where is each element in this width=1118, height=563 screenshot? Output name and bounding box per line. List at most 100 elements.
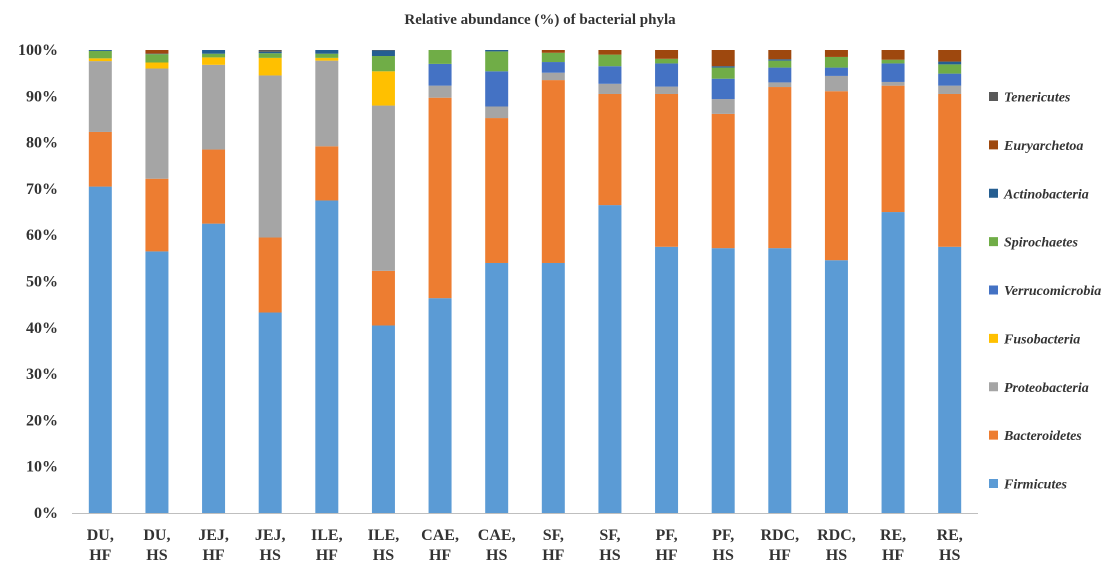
legend-label: Firmicutes: [1003, 478, 1068, 493]
bar-segment-spirochaetes: [258, 53, 282, 58]
bar-segment-bacteroidetes: [881, 85, 905, 213]
bar-segment-firmicutes: [145, 251, 169, 513]
bar-segment-firmicutes: [655, 246, 679, 513]
bar-segment-proteobacteria: [541, 72, 565, 81]
bar-segment-proteobacteria: [88, 61, 112, 132]
bar-segment-spirochaetes: [485, 51, 509, 72]
bar-segment-actinobacteria: [938, 61, 962, 65]
bar-stack: [655, 50, 679, 513]
x-tick-label: SF, HS: [599, 527, 620, 563]
x-axis: DU, HF DU, HS JEJ, HF JEJ, HS ILE, HF ILE, HS CAE, HF…: [87, 527, 963, 563]
legend-label: Actinobacteria: [1003, 187, 1089, 202]
legend-label: Euryarchetoa: [1003, 139, 1083, 154]
bar-segment-bacteroidetes: [88, 131, 112, 187]
legend-swatch: [989, 92, 998, 101]
y-tick-label: 70%: [26, 181, 58, 198]
legend-entry: Actinobacteria: [989, 187, 1089, 202]
bar-stack: [371, 50, 395, 513]
bar-segment-firmicutes: [371, 325, 395, 513]
bar-segment-bacteroidetes: [824, 91, 848, 261]
x-tick-label: ILE, HS: [368, 527, 400, 563]
legend-entry: Euryarchetoa: [989, 139, 1083, 154]
bar-segment-euryarchetoa: [824, 50, 848, 57]
legend-swatch: [989, 479, 998, 488]
bar-segment-firmicutes: [598, 205, 622, 513]
bar-segment-fusobacteria: [145, 62, 169, 69]
bar-segment-verrucomicrobia: [428, 63, 452, 86]
y-axis: 0% 10% 20% 30% 40% 50% 60% 70% 80% 90% 100%: [18, 42, 58, 522]
bar-segment-verrucomicrobia: [938, 73, 962, 86]
bar-segment-fusobacteria: [88, 58, 112, 62]
bar-stack: [938, 50, 962, 513]
bar-segment-euryarchetoa: [598, 50, 622, 55]
x-tick-label: ILE, HF: [311, 527, 343, 563]
bar-segment-euryarchetoa: [541, 50, 565, 53]
bar-stack: [881, 50, 905, 514]
bar-segment-spirochaetes: [88, 50, 112, 59]
bar-segment-bacteroidetes: [258, 237, 282, 313]
y-tick-label: 100%: [18, 42, 58, 59]
x-tick-label: CAE, HF: [421, 527, 459, 563]
bar-segment-firmicutes: [541, 262, 565, 513]
bar-segment-actinobacteria: [202, 50, 226, 54]
bar-segment-euryarchetoa: [938, 50, 962, 62]
bar-segment-proteobacteria: [938, 85, 962, 94]
legend-label: Spirochaetes: [1004, 236, 1078, 251]
bar-segment-proteobacteria: [485, 106, 509, 119]
bar-stack: [428, 50, 452, 513]
legend-swatch: [989, 285, 998, 295]
bar-segment-verrucomicrobia: [768, 67, 792, 83]
bar-segment-verrucomicrobia: [485, 71, 509, 107]
bar-segment-proteobacteria: [202, 64, 226, 150]
bar-segment-spirochaetes: [938, 64, 962, 74]
bar-segment-actinobacteria: [711, 66, 735, 68]
legend-swatch: [989, 237, 998, 247]
bar-segment-bacteroidetes: [145, 178, 169, 252]
bar-segment-proteobacteria: [428, 85, 452, 98]
bar-segment-bacteroidetes: [202, 149, 226, 224]
bar-stack: [824, 50, 848, 513]
bars-area: [88, 50, 962, 514]
legend-entry: Verrucomicrobia: [989, 284, 1101, 299]
bar-segment-bacteroidetes: [485, 118, 509, 263]
bar-segment-spirochaetes: [145, 54, 169, 63]
bar-segment-bacteroidetes: [938, 93, 962, 247]
bar-segment-firmicutes: [258, 312, 282, 513]
bar-stack: [145, 50, 169, 513]
bar-segment-spirochaetes: [315, 53, 339, 58]
bar-segment-verrucomicrobia: [824, 67, 848, 76]
bar-segment-euryarchetoa: [768, 50, 792, 60]
bar-segment-firmicutes: [202, 223, 226, 514]
bar-segment-verrucomicrobia: [541, 62, 565, 73]
bar-stack: [258, 50, 282, 513]
bar-segment-spirochaetes: [824, 56, 848, 68]
bar-segment-firmicutes: [88, 186, 112, 513]
legend-label: Bacteroidetes: [1003, 429, 1082, 444]
bar-segment-proteobacteria: [711, 99, 735, 114]
y-tick-label: 50%: [26, 274, 58, 291]
bar-segment-bacteroidetes: [428, 97, 452, 299]
bar-segment-firmicutes: [711, 248, 735, 513]
bar-stack: [202, 50, 226, 514]
bar-segment-spirochaetes: [428, 50, 452, 64]
bar-segment-proteobacteria: [881, 81, 905, 86]
bar-segment-bacteroidetes: [598, 93, 622, 206]
bar-segment-proteobacteria: [598, 83, 622, 94]
x-tick-label: RE, HS: [937, 527, 963, 563]
x-tick-label: SF, HF: [542, 527, 564, 563]
bar-segment-actinobacteria: [485, 50, 509, 52]
bar-segment-fusobacteria: [315, 57, 339, 61]
bar-stack: [768, 50, 792, 513]
bar-segment-bacteroidetes: [315, 146, 339, 201]
bar-segment-fusobacteria: [258, 57, 282, 76]
legend-entry: Spirochaetes: [989, 236, 1078, 251]
bar-segment-bacteroidetes: [655, 93, 679, 247]
x-tick-label: CAE, HS: [478, 527, 516, 563]
bar-segment-proteobacteria: [315, 60, 339, 147]
bar-segment-proteobacteria: [371, 105, 395, 271]
bar-segment-euryarchetoa: [711, 50, 735, 67]
bar-segment-fusobacteria: [202, 57, 226, 65]
bar-segment-actinobacteria: [768, 59, 792, 61]
legend-swatch: [989, 382, 998, 392]
